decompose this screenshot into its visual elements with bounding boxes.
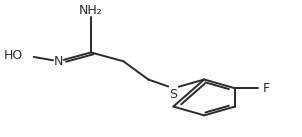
Text: F: F — [263, 82, 270, 95]
Text: N: N — [54, 55, 63, 68]
Text: NH₂: NH₂ — [79, 4, 103, 17]
Text: S: S — [169, 88, 177, 101]
Text: HO: HO — [4, 49, 23, 62]
